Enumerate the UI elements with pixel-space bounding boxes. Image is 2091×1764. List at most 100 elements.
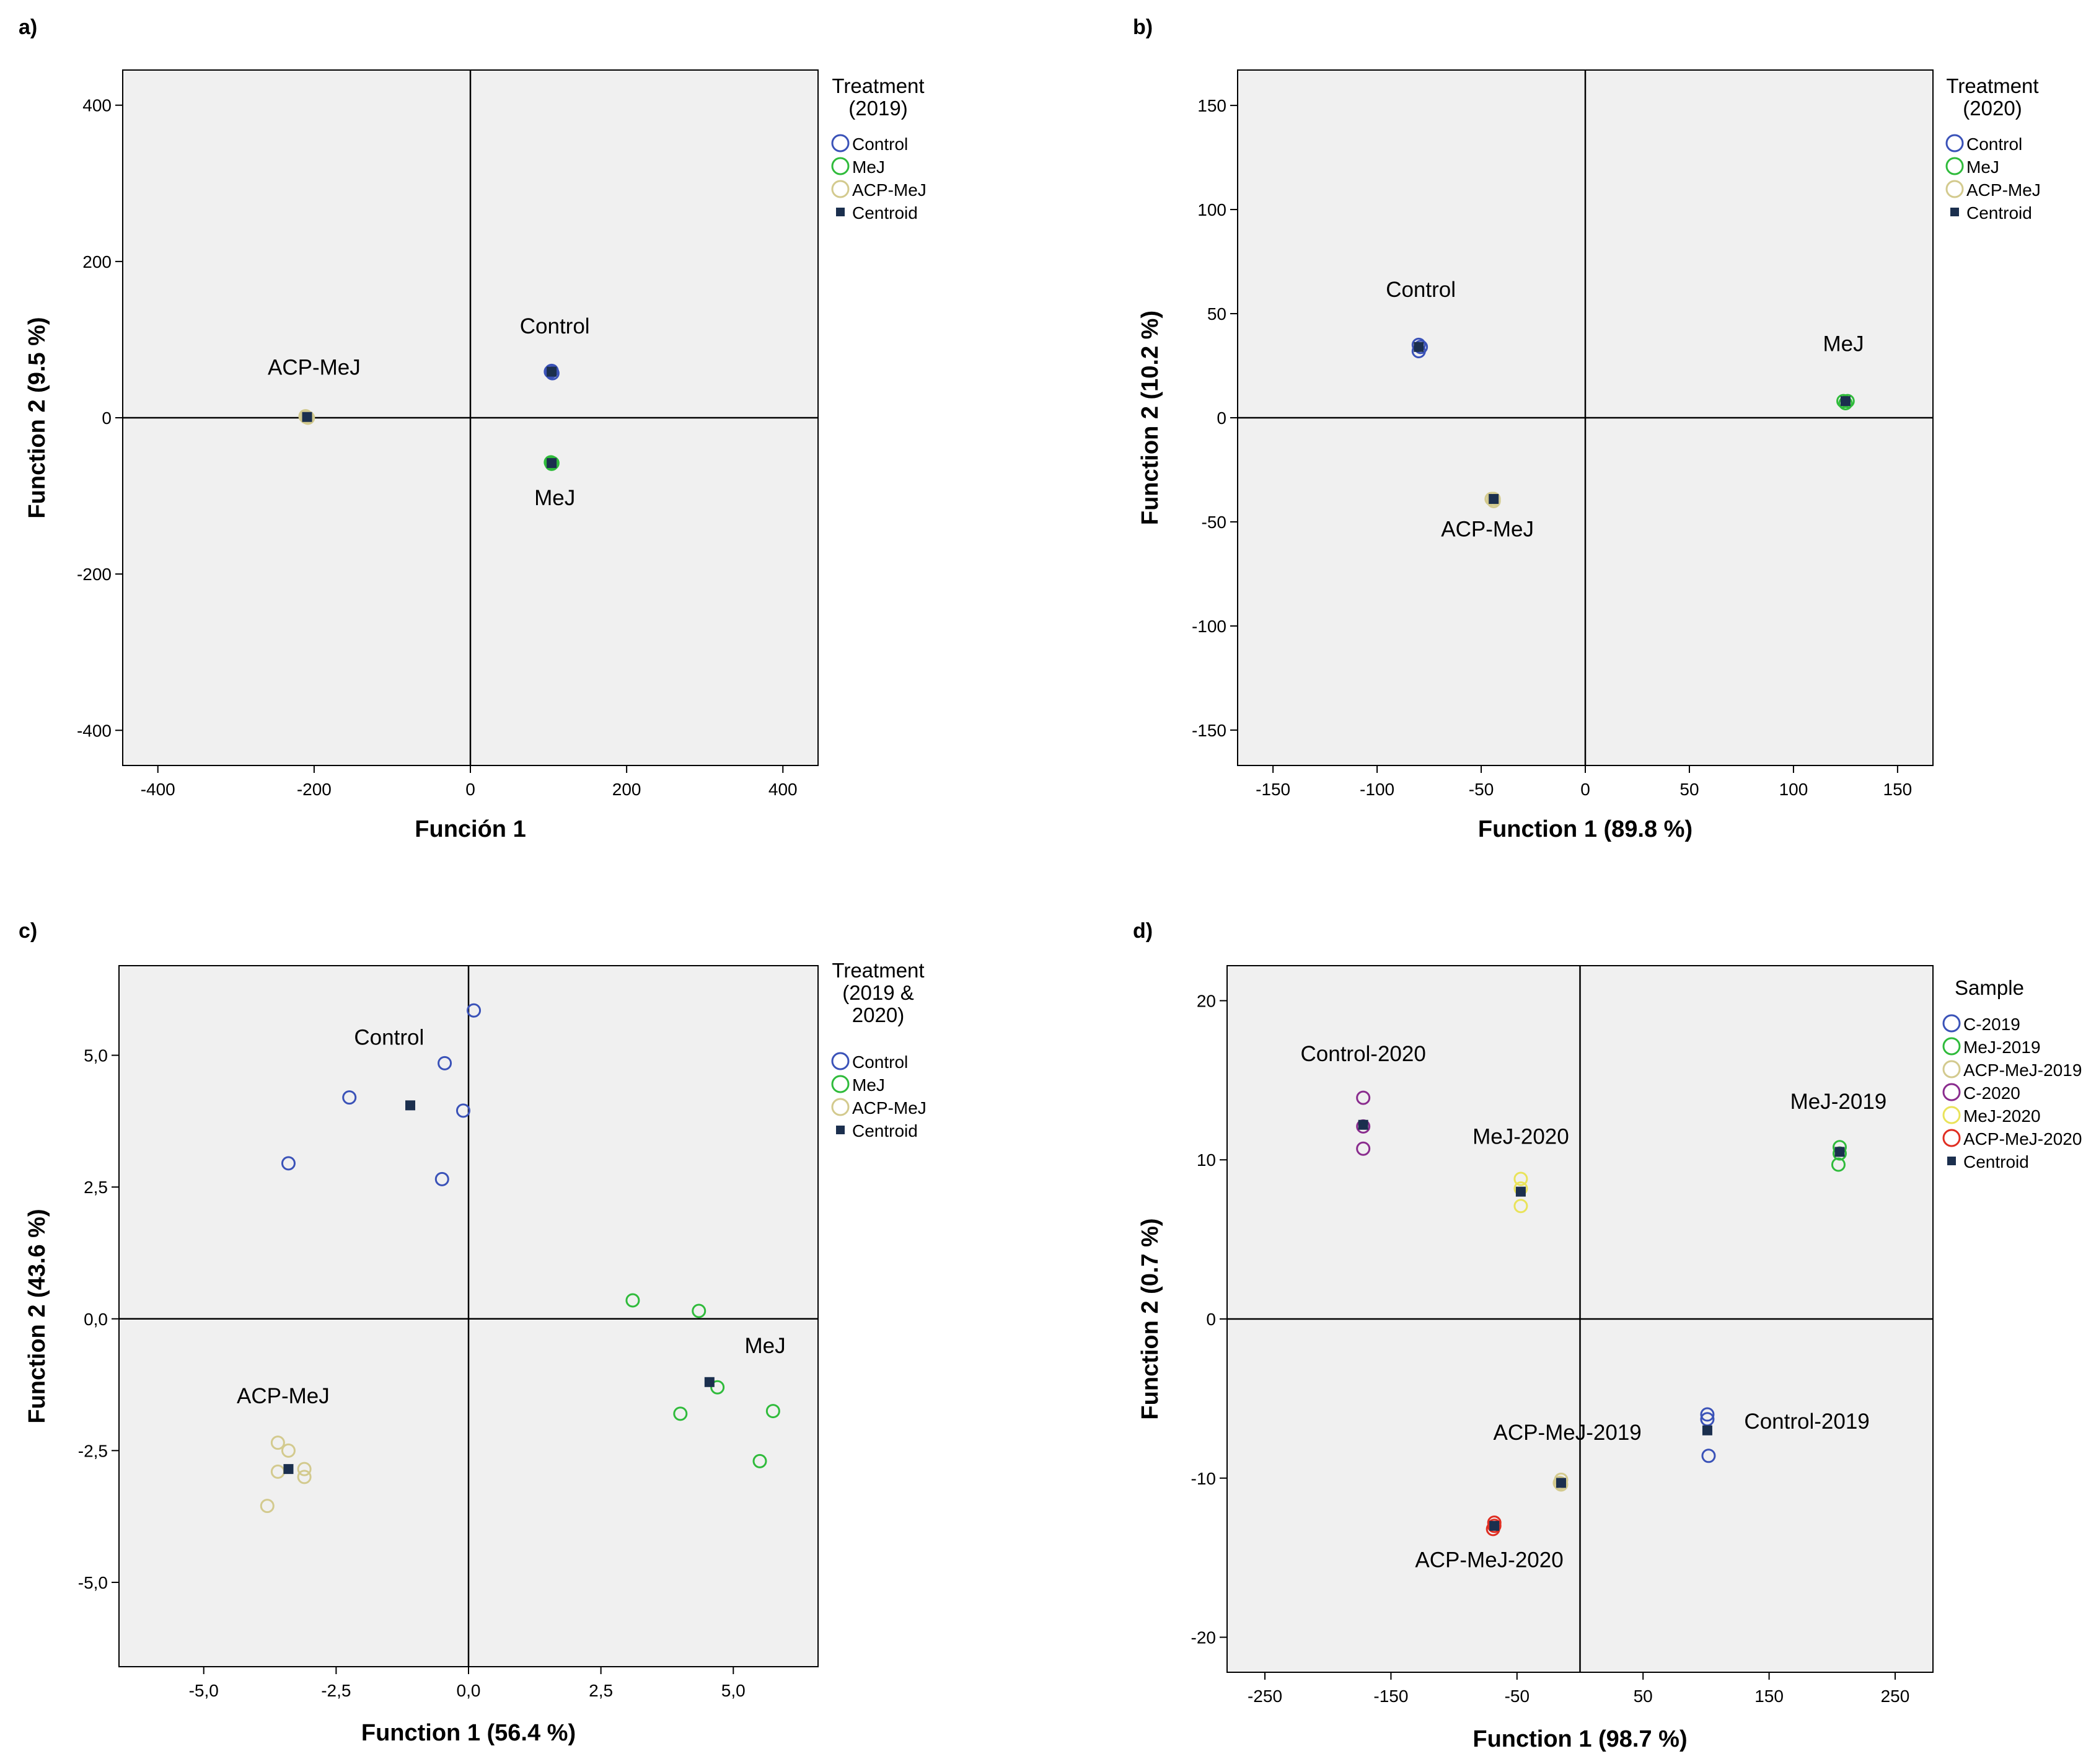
group-label: Control: [520, 314, 590, 338]
centroid-marker: [1414, 342, 1424, 352]
group-label: ACP-MeJ-2020: [1415, 1548, 1563, 1572]
group-label: MeJ: [1823, 332, 1864, 356]
y-axis-title: Function 2 (10.2 %): [1137, 311, 1163, 525]
centroid-marker: [1556, 1478, 1566, 1488]
group-label: MeJ: [744, 1334, 785, 1358]
legend-label: C-2019: [1963, 1015, 2020, 1034]
centroid-marker: [704, 1377, 715, 1387]
x-tick-label: -50: [1505, 1687, 1530, 1706]
y-axis-title: Function 2 (43.6 %): [24, 1209, 50, 1423]
x-axis-title: Función 1: [415, 816, 526, 842]
data-point-mej: [710, 1380, 725, 1395]
group-label: MeJ-2019: [1790, 1090, 1887, 1114]
legend-circle-swatch: [831, 157, 850, 175]
y-tick-label: -2,5: [78, 1441, 108, 1460]
x-tick-label: -400: [141, 780, 175, 799]
centroid-marker: [1358, 1119, 1368, 1130]
x-tick-label: -5,0: [189, 1681, 219, 1700]
x-tick-label: 150: [1754, 1687, 1784, 1706]
legend-label: MeJ-2019: [1963, 1038, 2041, 1057]
group-label: Control: [1386, 278, 1456, 302]
y-tick-label: 150: [1197, 96, 1226, 115]
legend-title: 2020): [852, 1003, 904, 1026]
legend-circle-swatch: [1942, 1129, 1961, 1147]
legend-centroid-swatch: [836, 1126, 845, 1134]
legend-centroid-swatch: [836, 208, 845, 216]
data-point-control: [434, 1171, 449, 1186]
group-label: MeJ: [534, 486, 575, 510]
data-point-control: [438, 1056, 452, 1070]
legend-circle-swatch: [831, 1052, 850, 1070]
x-tick-label: -150: [1256, 780, 1290, 799]
x-tick-label: -50: [1469, 780, 1494, 799]
legend-centroid-swatch: [1950, 208, 1959, 216]
data-point-control: [281, 1156, 296, 1171]
y-axis-title: Function 2 (9.5 %): [24, 317, 50, 518]
legend-circle-swatch: [831, 134, 850, 152]
x-tick-label: 0: [465, 780, 475, 799]
x-tick-label: -250: [1248, 1687, 1282, 1706]
x-tick-label: 150: [1883, 780, 1913, 799]
chart-panel-3: c) -5,0 -2,5 0,0 2,5 5,0 5,0 2,5 0,0 -2,5 -5,0 Func…: [19, 919, 927, 1746]
centroid-marker: [405, 1100, 415, 1111]
x-tick-label: 2,5: [589, 1681, 613, 1700]
legend-label: MeJ: [852, 1075, 885, 1095]
centroid-marker: [1834, 1147, 1845, 1157]
x-tick-label: 400: [768, 780, 798, 799]
legend-title: (2019 &: [842, 981, 914, 1004]
data-point-mej: [765, 1404, 780, 1419]
data-point-mej: [673, 1406, 688, 1421]
legend-circle-swatch: [831, 180, 850, 198]
legend: Treatment(2019) Control MeJ ACP-MeJ Centroid: [831, 74, 927, 223]
y-tick-label: -10: [1191, 1469, 1216, 1488]
y-tick-label: 50: [1207, 304, 1226, 324]
centroid-marker: [283, 1464, 294, 1475]
group-label: ACP-MeJ: [268, 356, 361, 380]
legend-label: ACP-MeJ-2019: [1963, 1061, 2082, 1080]
x-axis-title: Function 1 (98.7 %): [1473, 1726, 1687, 1752]
x-tick-label: 100: [1779, 780, 1808, 799]
data-point-acp-mej: [260, 1499, 275, 1514]
data-point-acp-mej: [281, 1443, 296, 1458]
legend: Sample C-2019 MeJ-2019 ACP-MeJ-2019 C-2020 Me…: [1942, 976, 2082, 1171]
data-point-mej: [625, 1293, 640, 1308]
data-point-c-2019: [1701, 1449, 1716, 1463]
panel-letter: a): [19, 15, 37, 39]
x-tick-label: -150: [1373, 1687, 1408, 1706]
legend-label: Centroid: [1963, 1152, 2029, 1171]
legend-circle-swatch: [1945, 180, 1964, 198]
legend-label: ACP-MeJ: [1966, 180, 2041, 200]
y-tick-label: -150: [1192, 721, 1226, 740]
legend: Treatment(2019 &2020) Control MeJ ACP-MeJ Ce…: [831, 959, 927, 1140]
panel-letter: c): [19, 919, 37, 943]
data-point-mej: [545, 456, 560, 470]
data-point-mej-2019: [1831, 1157, 1846, 1172]
x-tick-label: 5,0: [721, 1681, 746, 1700]
centroid-marker: [1702, 1425, 1712, 1435]
y-tick-label: 20: [1197, 991, 1216, 1010]
legend-circle-swatch: [1945, 134, 1964, 152]
data-point-control: [342, 1090, 357, 1105]
y-tick-label: 5,0: [84, 1046, 108, 1065]
centroid-marker: [547, 458, 557, 469]
legend-circle-swatch: [1942, 1083, 1961, 1101]
data-point-acp-mej-2020: [1487, 1519, 1502, 1533]
y-axis-title: Function 2 (0.7 %): [1137, 1218, 1163, 1419]
data-point-mej-2020: [1513, 1171, 1528, 1186]
group-label: Control-2020: [1300, 1042, 1425, 1066]
data-point-c-2020: [1356, 1090, 1371, 1105]
y-tick-label: -200: [77, 565, 112, 584]
y-tick-label: -5,0: [78, 1573, 108, 1592]
y-tick-label: -20: [1191, 1628, 1216, 1647]
y-tick-label: 0: [102, 408, 112, 428]
legend-label: MeJ: [1966, 157, 1999, 177]
legend-title: Treatment: [832, 74, 924, 97]
data-point-acp-mej: [1486, 492, 1501, 506]
legend-label: ACP-MeJ: [852, 1098, 927, 1118]
x-axis-title: Function 1 (89.8 %): [1478, 816, 1693, 842]
legend-title: (2019): [848, 97, 907, 120]
legend-title: Treatment: [1946, 74, 2038, 97]
group-label: ACP-MeJ: [1441, 517, 1534, 541]
centroid-marker: [302, 412, 312, 422]
chart-panel-2: b) -150 -100 -50 0 50 100 150 150 100 50 0 -50 -100 -1…: [1133, 15, 2041, 842]
